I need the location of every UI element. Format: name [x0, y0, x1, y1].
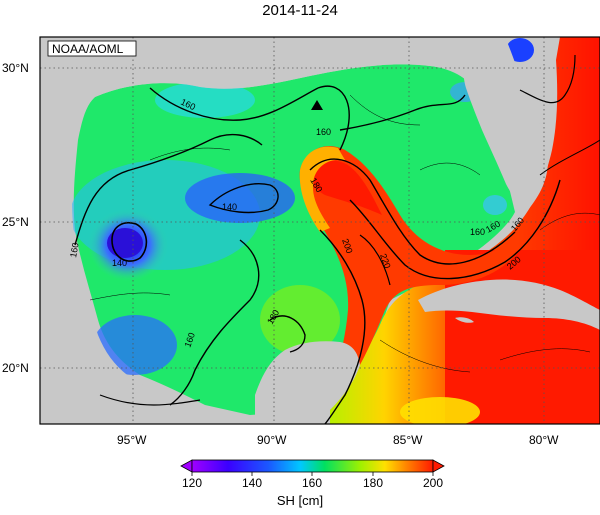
contour-label: 160 [182, 331, 197, 349]
lon-label: 95°W [117, 433, 147, 447]
lat-label: 30°N [2, 61, 29, 75]
station-marker [311, 100, 323, 110]
contour-label: 140 [112, 258, 127, 268]
lat-label: 20°N [2, 361, 29, 375]
cuba [418, 279, 600, 330]
contour-label: 140 [222, 202, 237, 212]
colorbar-tick-label: 120 [182, 476, 202, 490]
lat-label: 25°N [2, 215, 29, 229]
colorbar-gradient [191, 459, 434, 473]
florida [463, 37, 548, 210]
contour-label: 220 [378, 252, 393, 270]
colorbar-label: SH [cm] [276, 493, 324, 508]
credit-text: NOAA/AOML [52, 42, 124, 56]
graticule [40, 37, 600, 424]
map-border [39, 36, 600, 425]
credit-box [47, 40, 137, 57]
contour-label: 160 [470, 227, 485, 237]
lon-label: 90°W [257, 433, 287, 447]
contour-label: 200 [340, 237, 355, 255]
colorbar-high-extend [432, 459, 445, 473]
colorbar-low-extend [180, 459, 193, 473]
colorbar-tick-label: 200 [423, 476, 443, 490]
contour-lines [74, 54, 600, 424]
lon-label: 85°W [393, 433, 423, 447]
contour-label: 160 [316, 127, 331, 137]
lon-label: 80°W [529, 433, 559, 447]
colorbar-tick-label: 140 [242, 476, 262, 490]
map-date-title: 2014-11-24 [262, 2, 338, 19]
colorbar-tick-label: 180 [363, 476, 383, 490]
loop-current [299, 146, 520, 410]
yucatan-peninsula [255, 341, 360, 424]
colorbar-tick-label: 160 [302, 476, 322, 490]
contour-label: 160 [68, 242, 80, 259]
